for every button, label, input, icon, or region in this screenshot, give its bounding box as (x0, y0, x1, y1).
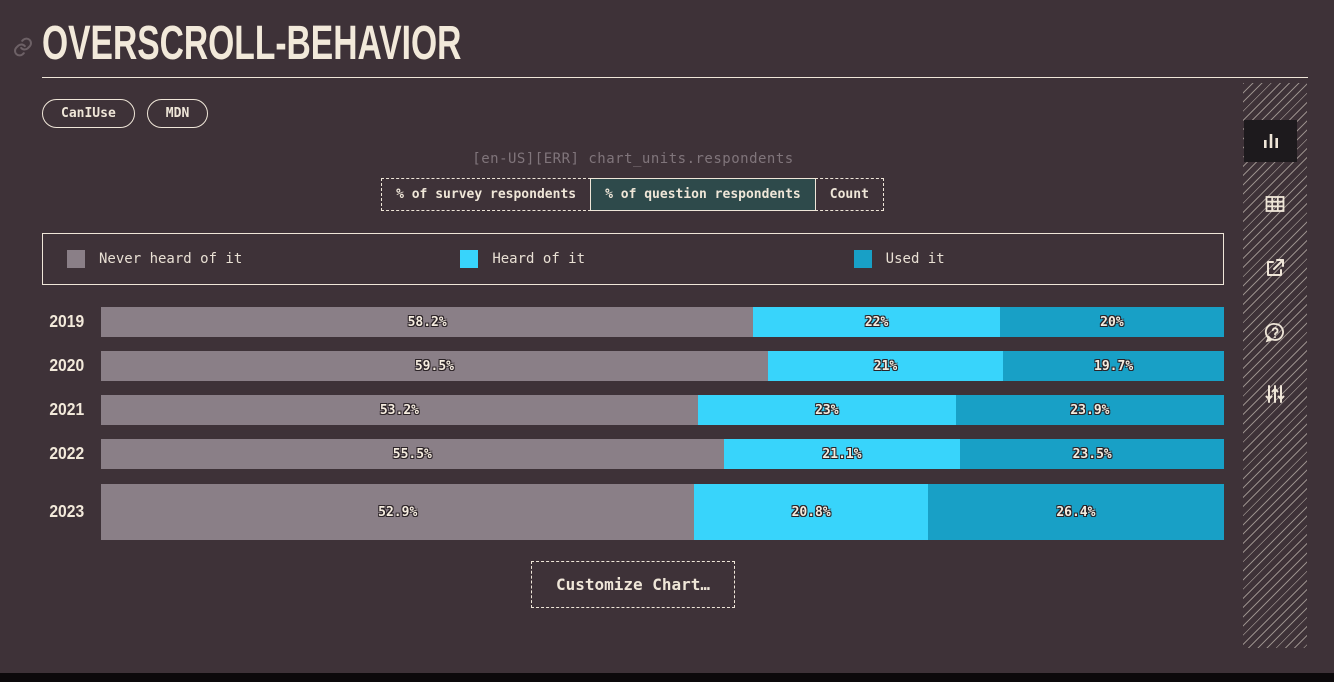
segment-value: 22% (864, 314, 889, 330)
stacked-bar: 52.9% 20.8% 26.4% (101, 484, 1224, 540)
header-divider (42, 77, 1308, 78)
year-label: 2022 (49, 443, 85, 464)
tab-count[interactable]: Count (814, 178, 884, 211)
tab-survey-respondents[interactable]: % of survey respondents (381, 178, 592, 211)
chart-row-2023: 2023 52.9% 20.8% 26.4% (42, 484, 1224, 540)
bar-segment[interactable]: 26.4% (927, 484, 1224, 540)
bar-segment[interactable]: 20.8% (694, 484, 928, 540)
chart-row-2022: 2022 55.5% 21.1% 23.5% (42, 439, 1224, 469)
year-label: 2019 (49, 311, 85, 332)
segment-value: 23.9% (1070, 402, 1110, 418)
segment-value: 52.9% (378, 504, 418, 520)
bar-segment[interactable]: 20% (999, 307, 1224, 337)
segment-value: 20% (1100, 314, 1124, 330)
segment-value: 59.5% (414, 358, 454, 374)
year-label: 2021 (49, 399, 85, 420)
segment-value: 20.8% (791, 504, 831, 520)
bar-segment[interactable]: 23% (697, 395, 956, 425)
chart-row-2021: 2021 53.2% 23% 23.9% (42, 395, 1224, 425)
customize-chart-button[interactable]: Customize Chart… (530, 561, 736, 608)
segment-value: 58.2% (407, 314, 447, 330)
segment-value: 53.2% (379, 402, 419, 418)
bar-segment[interactable]: 21% (767, 351, 1004, 381)
bar-segment[interactable]: 59.5% (101, 351, 768, 381)
stacked-bar: 55.5% 21.1% 23.5% (101, 439, 1224, 469)
table-icon (1263, 192, 1287, 216)
customize-wrap: Customize Chart… (42, 561, 1224, 608)
segment-value: 23.5% (1072, 446, 1112, 462)
bar-segment[interactable]: 23.9% (955, 395, 1224, 425)
external-link-icon (1263, 256, 1287, 280)
legend-swatch (460, 250, 479, 268)
chart-rows: 2019 58.2% 22% 20% 2020 59.5% 21% 19.7% 2021 53.2… (42, 307, 1224, 540)
resource-links: CanIUse MDN (42, 99, 209, 128)
segment-value: 23% (815, 402, 839, 418)
legend-item[interactable]: Used it (830, 250, 1223, 268)
segment-value: 55.5% (392, 446, 432, 462)
bar-segment[interactable]: 22% (753, 307, 1000, 337)
bar-segment[interactable]: 52.9% (101, 484, 695, 540)
segment-value: 19.7% (1094, 358, 1134, 374)
filters-icon (1263, 382, 1287, 406)
legend-item[interactable]: Heard of it (436, 250, 829, 268)
bar-segment[interactable]: 55.5% (101, 439, 724, 469)
chart-legend: Never heard of it Heard of it Used it (42, 233, 1224, 285)
anchor-link-icon[interactable] (12, 36, 34, 58)
help-icon (1263, 321, 1287, 345)
mdn-button[interactable]: MDN (146, 99, 209, 128)
unit-tabs: % of survey respondents% of question res… (42, 178, 1224, 211)
legend-label: Never heard of it (99, 251, 243, 267)
legend-swatch (853, 250, 872, 268)
stacked-bar: 59.5% 21% 19.7% (101, 351, 1224, 381)
chart-controls-sidebar (1243, 83, 1307, 648)
legend-swatch (67, 250, 85, 268)
bar-chart-icon (1259, 129, 1283, 153)
bar-chart-view-button[interactable] (1244, 120, 1297, 162)
filters-button[interactable] (1263, 382, 1287, 406)
legend-label: Heard of it (492, 251, 586, 267)
table-view-button[interactable] (1263, 192, 1287, 216)
year-label: 2023 (49, 501, 85, 522)
chart-row-2020: 2020 59.5% 21% 19.7% (42, 351, 1224, 381)
stacked-bar: 58.2% 22% 20% (101, 307, 1224, 337)
bottom-strip (0, 673, 1334, 682)
help-button[interactable] (1263, 321, 1287, 345)
bar-segment[interactable]: 53.2% (101, 395, 698, 425)
caniuse-button[interactable]: CanIUse (42, 99, 135, 128)
export-button[interactable] (1263, 256, 1287, 280)
segment-value: 21.1% (822, 446, 862, 462)
year-label: 2020 (49, 355, 85, 376)
segment-value: 21% (873, 358, 898, 374)
bar-segment[interactable]: 21.1% (723, 439, 961, 469)
bar-segment[interactable]: 23.5% (960, 439, 1224, 469)
page-title: OVERSCROLL-BEHAVIOR (42, 17, 462, 70)
bar-segment[interactable]: 58.2% (101, 307, 754, 337)
stacked-bar: 53.2% 23% 23.9% (101, 395, 1224, 425)
bar-segment[interactable]: 19.7% (1003, 351, 1224, 381)
segment-value: 26.4% (1056, 504, 1096, 520)
tab-question-respondents[interactable]: % of question respondents (590, 178, 816, 211)
legend-item[interactable]: Never heard of it (43, 250, 436, 268)
legend-label: Used it (885, 251, 945, 267)
chart-row-2019: 2019 58.2% 22% 20% (42, 307, 1224, 337)
chart-units-error-text: [en-US][ERR] chart_units.respondents (472, 151, 794, 167)
